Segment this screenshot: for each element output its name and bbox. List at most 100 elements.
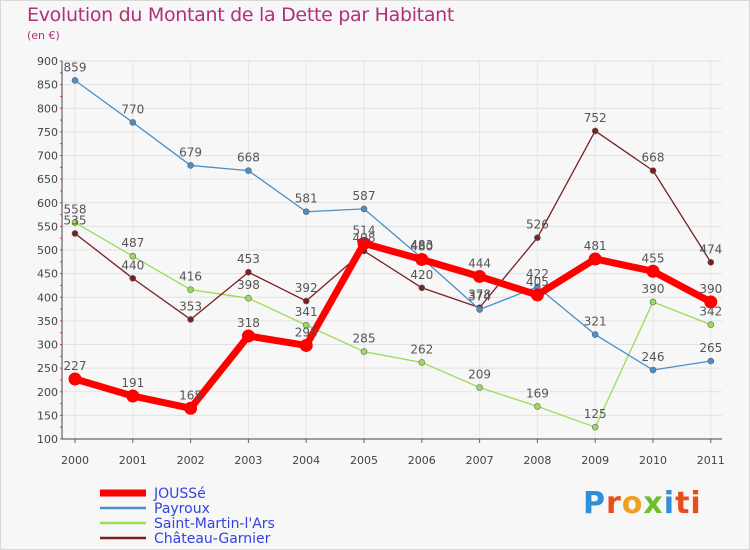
data-label: 535: [64, 213, 87, 227]
data-point: [649, 167, 657, 174]
data-label: 353: [179, 299, 202, 313]
data-point: [360, 348, 368, 355]
series-line-2: [74, 221, 712, 428]
data-point: [184, 401, 198, 415]
data-point: [591, 127, 599, 135]
data-label: 378: [468, 288, 491, 302]
data-point: [68, 372, 82, 386]
data-point: [418, 284, 426, 292]
y-tick-label: 150: [37, 409, 58, 422]
data-label: 770: [121, 102, 144, 116]
data-point: [302, 321, 310, 329]
data-label: 209: [468, 367, 491, 381]
data-label: 341: [295, 305, 318, 319]
data-label: 581: [295, 192, 318, 206]
x-tick-label: 2006: [408, 454, 436, 467]
y-tick-label: 700: [37, 150, 58, 163]
data-point: [649, 298, 657, 306]
y-tick-label: 600: [37, 197, 58, 210]
x-tick-label: 2001: [119, 454, 147, 467]
data-label: 398: [237, 278, 260, 292]
data-point: [245, 167, 252, 174]
data-point: [360, 205, 368, 213]
data-label: 498: [353, 231, 376, 245]
data-label: 474: [699, 242, 722, 256]
data-label: 514: [353, 223, 376, 237]
data-point: [476, 384, 483, 391]
y-tick-label: 500: [37, 244, 58, 257]
y-tick-label: 400: [37, 291, 58, 304]
legend-label: Château-Garnier: [154, 531, 271, 547]
y-tick-label: 750: [37, 126, 58, 139]
y-tick-label: 200: [37, 386, 58, 399]
data-point: [534, 403, 541, 410]
data-label: 318: [237, 316, 260, 330]
data-label: 558: [64, 203, 87, 217]
data-label: 265: [699, 341, 722, 355]
proxiti-logo: Proxiti: [583, 486, 702, 521]
data-label: 526: [526, 218, 549, 232]
x-tick-label: 2000: [61, 454, 89, 467]
x-tick-label: 2005: [350, 454, 378, 467]
y-tick-label: 450: [37, 268, 58, 281]
data-point: [187, 316, 194, 323]
data-point: [71, 230, 79, 237]
data-label: 321: [584, 315, 607, 329]
y-tick-label: 900: [37, 55, 58, 68]
data-label: 668: [237, 151, 260, 165]
data-point: [530, 288, 544, 302]
data-point: [129, 275, 137, 282]
data-point: [299, 338, 313, 352]
data-label: 859: [64, 60, 87, 74]
data-label: 483: [410, 238, 433, 252]
series-line-1: [74, 79, 712, 371]
data-point: [129, 252, 137, 260]
y-tick-label: 350: [37, 315, 58, 328]
series-line-3: [74, 130, 712, 321]
data-label: 440: [121, 258, 144, 272]
data-label: 285: [353, 332, 376, 346]
data-label: 392: [295, 281, 318, 295]
data-label: 416: [179, 270, 202, 284]
data-point: [646, 264, 660, 278]
data-label: 342: [699, 305, 722, 319]
data-point: [707, 357, 715, 365]
data-label: 405: [526, 275, 549, 289]
data-label: 246: [642, 350, 665, 364]
data-point: [302, 208, 310, 216]
data-label: 668: [642, 151, 665, 165]
legend-label: Payroux: [154, 501, 210, 517]
x-tick-label: 2003: [234, 454, 262, 467]
data-label: 165: [179, 388, 202, 402]
data-label: 487: [121, 236, 144, 250]
data-label: 481: [584, 239, 607, 253]
data-label: 420: [410, 268, 433, 282]
x-tick-label: 2008: [523, 454, 551, 467]
data-label: 679: [179, 145, 202, 159]
data-label: 262: [410, 342, 433, 356]
y-tick-label: 800: [37, 102, 58, 115]
data-point: [707, 258, 715, 266]
data-point: [241, 329, 255, 343]
x-tick-label: 2002: [177, 454, 205, 467]
y-tick-label: 300: [37, 339, 58, 352]
data-label: 455: [642, 251, 665, 265]
chart-subtitle: (en €): [27, 29, 60, 42]
chart-title: Evolution du Montant de la Dette par Hab…: [27, 4, 455, 26]
data-point: [129, 119, 137, 126]
data-point: [415, 252, 429, 266]
legend-label: JOUSSé: [153, 486, 206, 502]
data-label: 390: [699, 282, 722, 296]
data-point: [126, 389, 140, 403]
series-line-0: [71, 239, 715, 412]
y-tick-label: 250: [37, 362, 58, 375]
data-point: [649, 366, 657, 374]
y-tick-label: 850: [37, 79, 58, 92]
data-point: [704, 295, 718, 309]
data-label: 227: [64, 359, 87, 373]
data-point: [302, 297, 310, 305]
data-point: [707, 321, 715, 328]
data-label: 169: [526, 386, 549, 400]
data-point: [588, 252, 602, 266]
